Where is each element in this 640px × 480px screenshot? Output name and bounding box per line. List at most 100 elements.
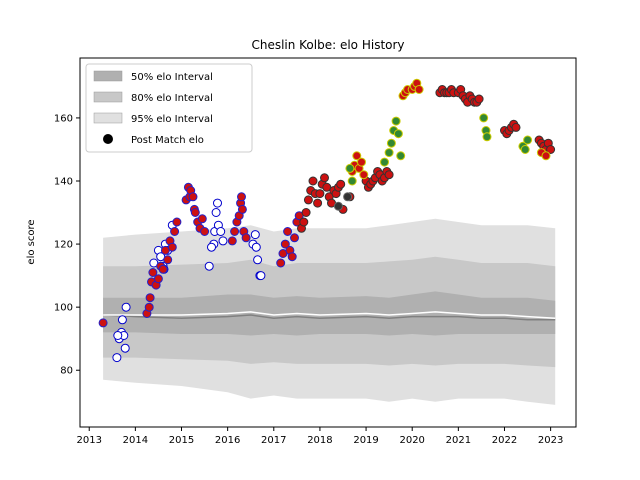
x-tick-label: 2018 (307, 435, 332, 446)
y-axis: 80 100 120 140 160 (54, 113, 80, 377)
data-point (482, 132, 492, 142)
y-tick-label: 160 (54, 113, 73, 124)
data-point (299, 217, 309, 227)
data-point (546, 145, 556, 154)
data-point (523, 135, 533, 145)
legend-marker (103, 134, 113, 144)
data-point (396, 151, 406, 161)
data-point (386, 138, 396, 148)
data-point (163, 255, 173, 265)
data-point (113, 331, 123, 340)
legend-box (85, 63, 253, 153)
data-point (511, 122, 521, 132)
data-point (303, 195, 313, 205)
y-tick-label: 120 (54, 240, 73, 251)
data-point (98, 318, 108, 328)
data-point (479, 113, 489, 123)
legend-label: Post Match elo (131, 135, 204, 146)
data-point (230, 227, 240, 236)
data-point (218, 236, 228, 246)
data-point (380, 157, 389, 167)
data-point (251, 242, 261, 252)
x-tick-label: 2019 (353, 435, 378, 446)
data-point (148, 268, 158, 277)
data-point (158, 264, 168, 274)
median-lines (103, 311, 556, 321)
data-point (144, 302, 154, 312)
data-point (188, 192, 198, 202)
data-point (227, 236, 237, 246)
data-point (216, 227, 226, 236)
axes-frame (79, 57, 577, 428)
data-point (253, 255, 263, 265)
data-point (121, 302, 131, 312)
data-point (357, 157, 366, 167)
data-point (280, 239, 290, 249)
plot-area (98, 78, 556, 405)
data-point (197, 214, 207, 224)
data-point (313, 198, 323, 208)
legend-swatch (93, 91, 123, 103)
data-point (237, 204, 247, 214)
data-point (301, 208, 311, 217)
data-point (112, 353, 122, 363)
data-point (520, 145, 530, 154)
data-point (393, 129, 403, 139)
data-point (391, 116, 401, 126)
chart-title: Cheslin Kolbe: elo History (251, 38, 404, 52)
data-point (347, 176, 357, 186)
data-point (384, 148, 394, 158)
data-point (287, 252, 297, 262)
data-point (237, 192, 246, 202)
band-50 (103, 291, 556, 336)
data-point (117, 315, 127, 325)
data-point (414, 85, 424, 94)
data-point (153, 274, 163, 284)
data-point (384, 170, 394, 180)
data-point (250, 230, 260, 240)
legend-label: 80% elo Interval (131, 93, 213, 104)
data-point (207, 242, 216, 252)
x-tick-label: 2014 (123, 435, 148, 446)
data-point (320, 173, 329, 183)
median-line (103, 314, 556, 321)
data-point (315, 189, 325, 199)
x-tick-label: 2016 (215, 435, 240, 446)
x-tick-label: 2013 (77, 435, 102, 446)
data-point (333, 201, 343, 211)
data-point (190, 208, 200, 217)
data-point (170, 227, 180, 236)
x-tick-label: 2017 (261, 435, 286, 446)
data-point (474, 94, 484, 104)
data-point (336, 179, 346, 189)
x-tick-label: 2020 (399, 435, 424, 446)
data-point (308, 176, 318, 186)
data-point (541, 151, 551, 161)
data-point (290, 233, 299, 243)
legend-swatch (93, 112, 123, 124)
x-tick-label: 2023 (538, 435, 563, 446)
data-point (211, 208, 221, 217)
legend: 50% elo Interval 80% elo Interval 95% elo … (85, 63, 253, 153)
data-point (352, 151, 362, 161)
x-tick-label: 2015 (169, 435, 194, 446)
x-axis: 2013 2014 2015 2016 2017 2018 2019 2020 2021 2022… (77, 427, 563, 446)
legend-label: 95% elo Interval (131, 114, 213, 125)
data-point (359, 170, 369, 180)
data-point (120, 343, 130, 353)
data-point (276, 258, 286, 268)
y-tick-label: 100 (54, 303, 73, 314)
y-axis-title: elo score (26, 219, 37, 264)
data-point (343, 192, 353, 202)
y-tick-label: 140 (54, 177, 73, 188)
data-point (345, 163, 355, 173)
legend-label: 50% elo Interval (131, 72, 213, 83)
data-point (172, 217, 182, 227)
legend-swatch (93, 70, 123, 82)
data-point (167, 242, 177, 252)
data-point (204, 261, 214, 271)
data-point (256, 271, 266, 281)
data-point (241, 233, 251, 243)
interval-bands (103, 218, 556, 405)
data-point (283, 227, 293, 236)
